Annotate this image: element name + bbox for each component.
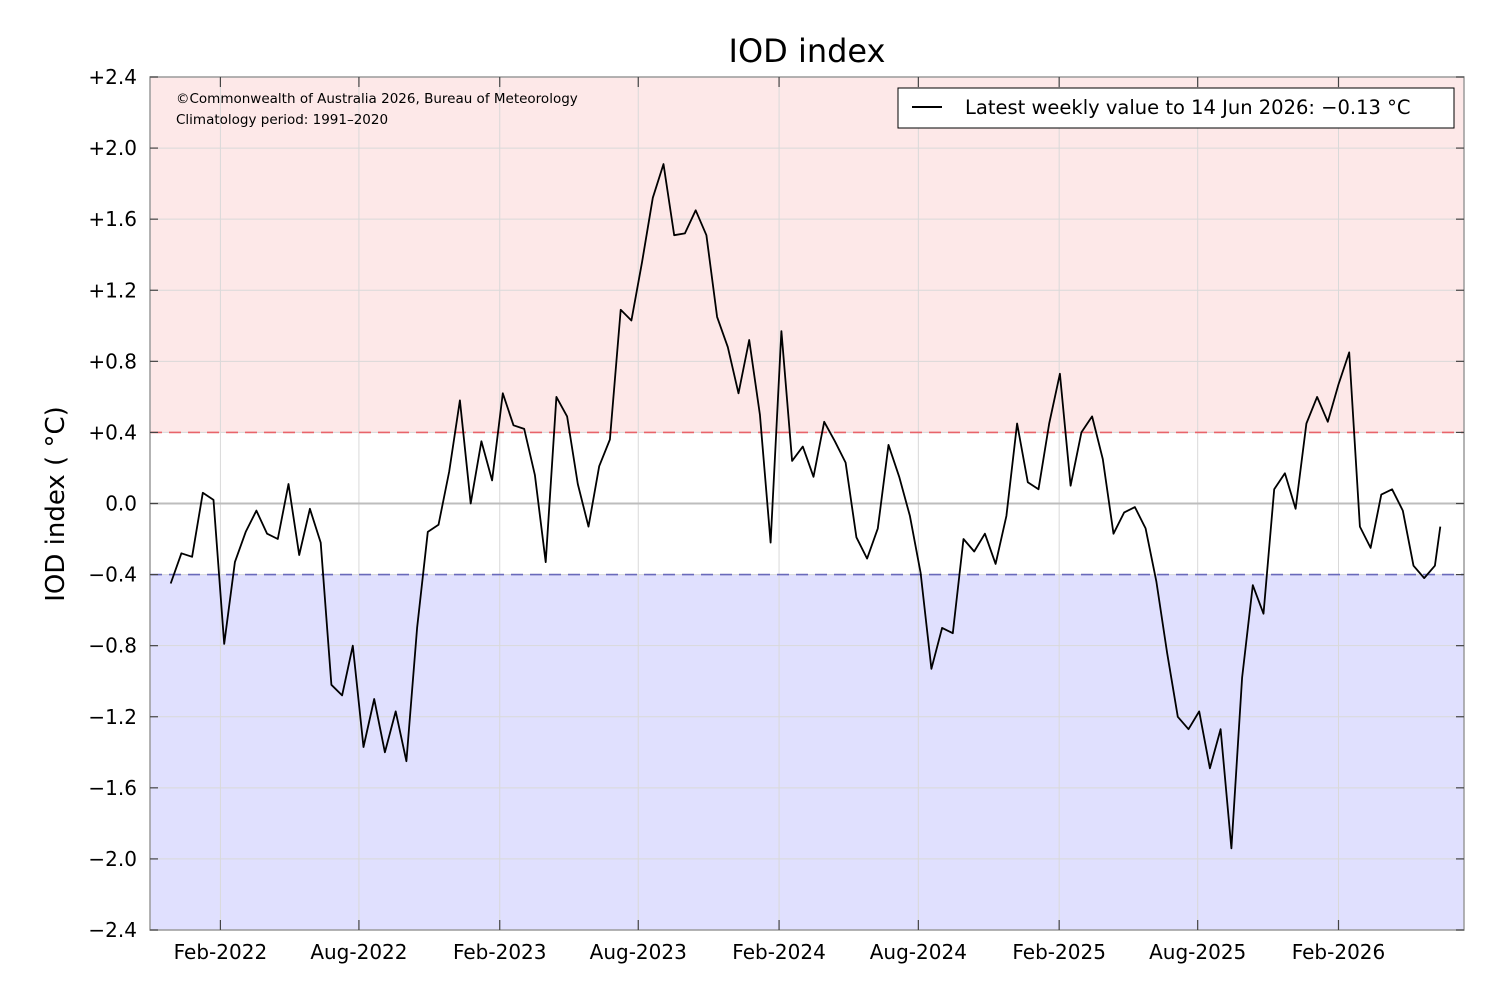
y-axis-label: IOD index ( °C) [41, 406, 71, 602]
legend: Latest weekly value to 14 Jun 2026: −0.1… [897, 87, 1455, 129]
x-tick-label: Feb-2023 [453, 940, 547, 964]
x-tick-label: Feb-2026 [1292, 940, 1386, 964]
x-ticks: Feb-2022 Aug-2022 Feb-2023 Aug-2023 Feb-2024… [174, 77, 1386, 964]
copyright-annotation: ©Commonwealth of Australia 2026, Bureau … [176, 91, 578, 107]
x-tick-label: Feb-2022 [174, 940, 268, 964]
x-tick-label: Feb-2025 [1012, 940, 1106, 964]
y-tick-label: −1.6 [88, 776, 137, 800]
threshold-lines [150, 431, 1464, 576]
y-tick-label: 0.0 [105, 492, 137, 516]
legend-box [897, 87, 1455, 129]
climatology-annotation: Climatology period: 1991–2020 [176, 112, 388, 128]
y-tick-label: +1.2 [88, 278, 137, 302]
x-tick-label: Feb-2024 [732, 940, 826, 964]
y-ticks: +2.4 +2.0 +1.6 +1.2 +0.8 +0.4 0.0 −0.4 −0.8 −1.2 −… [88, 65, 1464, 942]
y-tick-label: −2.0 [88, 847, 137, 871]
y-tick-label: +2.4 [88, 65, 137, 89]
y-tick-label: +0.4 [88, 420, 137, 444]
y-tick-label: −1.2 [88, 705, 137, 729]
y-tick-label: −0.4 [88, 563, 137, 587]
iod-series-line [169, 163, 1442, 850]
x-tick-label: Aug-2022 [310, 940, 407, 964]
x-tick-label: Aug-2023 [590, 940, 687, 964]
negative-region [150, 574, 1464, 930]
positive-region [150, 77, 1464, 433]
series-layer [169, 163, 1442, 850]
x-tick-label: Aug-2024 [870, 940, 967, 964]
y-tick-label: +1.6 [88, 207, 137, 231]
y-tick-label: −2.4 [88, 918, 137, 942]
annotations: ©Commonwealth of Australia 2026, Bureau … [176, 91, 578, 128]
y-tick-label: +0.8 [88, 349, 137, 373]
y-tick-label: −0.8 [88, 634, 137, 658]
y-tick-label: +2.0 [88, 136, 137, 160]
x-tick-label: Aug-2025 [1149, 940, 1246, 964]
chart-title: IOD index [729, 32, 886, 70]
legend-entry: Latest weekly value to 14 Jun 2026: −0.1… [965, 96, 1410, 119]
